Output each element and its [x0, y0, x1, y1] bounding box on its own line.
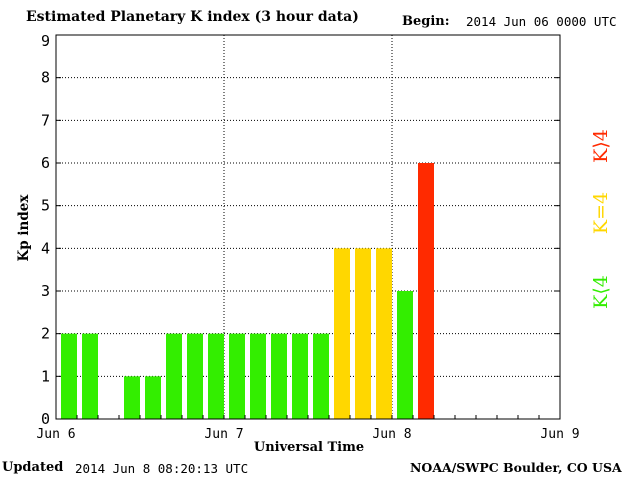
x-tick-label: Jun 7 — [204, 427, 243, 442]
kp-bar — [187, 333, 203, 419]
kp-bar — [229, 333, 245, 419]
kp-bar — [376, 248, 392, 419]
legend-above-4: K⟩4 — [590, 129, 612, 163]
y-tick-label: 7 — [41, 111, 50, 129]
begin-label: Begin: — [402, 14, 450, 29]
begin-date: 2014 Jun 06 0000 UTC — [466, 14, 617, 29]
kp-bar — [355, 248, 371, 419]
kp-bar — [208, 333, 224, 419]
x-tick-label: Jun 9 — [540, 427, 579, 442]
legend-below-4: K⟨4 — [590, 275, 612, 309]
x-axis-label: Universal Time — [253, 440, 365, 455]
y-tick-label: 6 — [41, 154, 50, 172]
kp-bar — [418, 163, 434, 419]
kp-bar — [145, 376, 161, 419]
updated-date: 2014 Jun 8 08:20:13 UTC — [75, 461, 249, 476]
kp-bar — [166, 333, 182, 419]
y-tick-label: 9 — [41, 32, 50, 50]
kp-bar — [397, 291, 413, 419]
kp-bar — [334, 248, 350, 419]
y-tick-label: 0 — [41, 410, 50, 428]
y-tick-label: 3 — [41, 282, 50, 300]
kp-bar — [313, 333, 329, 419]
y-axis-label: Kp index — [16, 194, 32, 262]
credit-text: NOAA/SWPC Boulder, CO USA — [410, 460, 622, 475]
y-tick-label: 5 — [41, 197, 50, 215]
y-tick-label: 1 — [41, 367, 50, 385]
kp-bar — [271, 333, 287, 419]
kp-bar — [124, 376, 140, 419]
kp-bar — [82, 333, 98, 419]
legend-label-above-4: K⟩4 — [590, 129, 612, 163]
y-tick-label: 8 — [41, 69, 50, 87]
kp-bar — [292, 333, 308, 419]
updated-label: Updated — [2, 460, 64, 475]
y-tick-label: 2 — [41, 325, 50, 343]
chart-title: Estimated Planetary K index (3 hour data… — [26, 9, 359, 25]
legend-equal-4: K=4 — [590, 192, 612, 234]
kp-bar — [61, 333, 77, 419]
y-tick-label: 4 — [41, 239, 50, 257]
x-tick-label: Jun 6 — [36, 427, 75, 442]
legend-label-equal-4: K=4 — [590, 191, 612, 235]
legend-label-below-4: K⟨4 — [590, 275, 612, 309]
x-tick-label: Jun 8 — [372, 427, 411, 442]
kp-bar — [250, 333, 266, 419]
